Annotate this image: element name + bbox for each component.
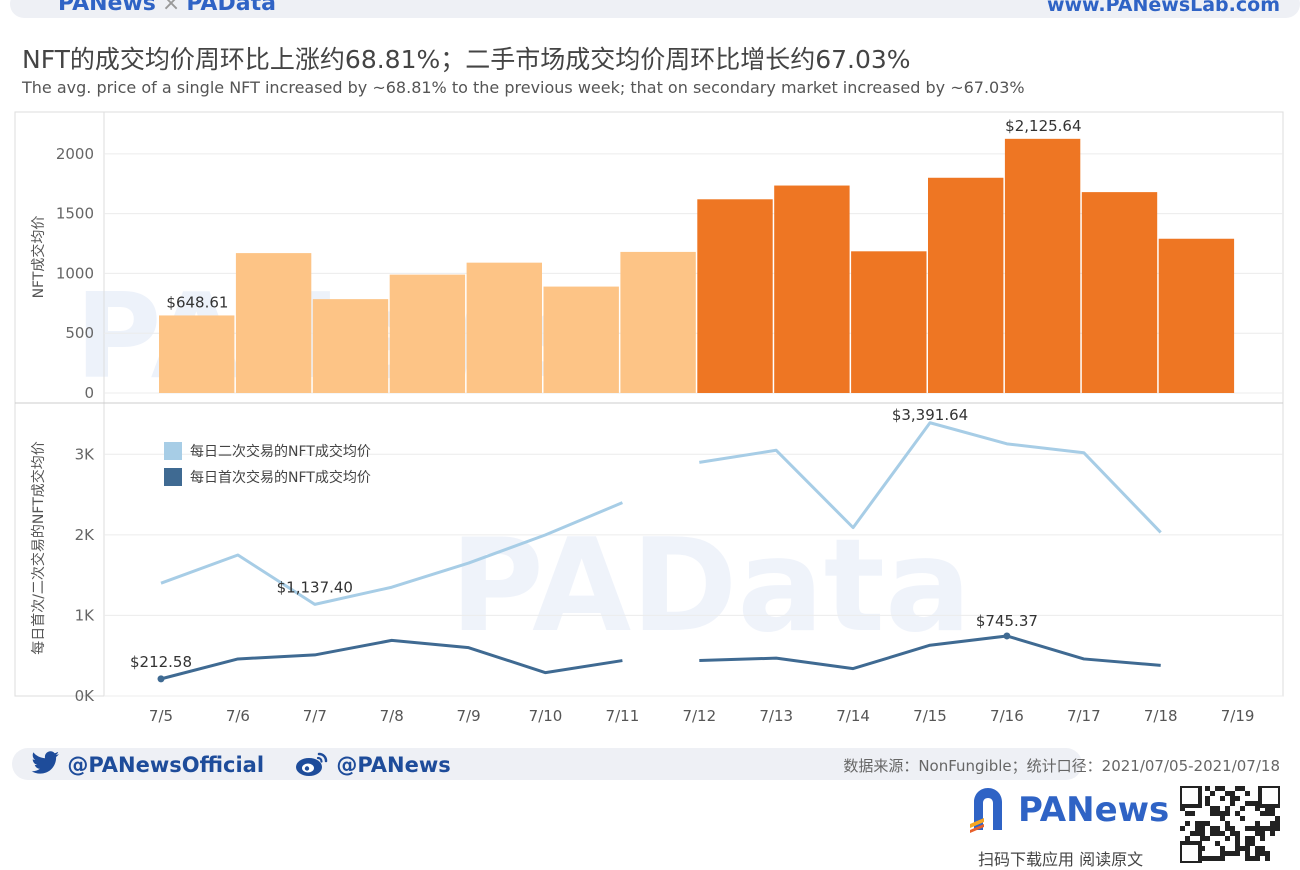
bar-7-12 [697, 199, 773, 393]
qr-code[interactable] [1178, 784, 1282, 865]
bar-7-11 [620, 251, 696, 393]
bar-panel: 0 500 1000 1500 2000 $648.61 $2,125.64 [56, 117, 1283, 402]
bar-7-17 [1081, 192, 1158, 393]
watermark-padata: PAData [450, 512, 971, 661]
x-tick-label: 7/19 [1221, 707, 1255, 725]
line-point-marker [157, 675, 165, 683]
x-tick-label: 7/9 [457, 707, 481, 725]
line-data-label: $745.37 [976, 612, 1038, 630]
top-brand: PANews × PAData [58, 0, 276, 16]
x-tick-label: 7/14 [836, 707, 870, 725]
line-ytick-label: 1K [75, 606, 96, 624]
brand-separator: × [161, 0, 181, 16]
weibo-icon [296, 752, 328, 776]
legend-swatch [164, 442, 182, 460]
line-series-secondary [699, 421, 1162, 534]
logo-subtitle: 扫码下载应用 阅读原文 [978, 850, 1144, 869]
bar-7-15 [928, 177, 1004, 393]
twitter-handle[interactable]: @PANewsOfficial [30, 751, 264, 777]
x-tick-label: 7/12 [682, 707, 716, 725]
x-tick-label: 7/8 [380, 707, 404, 725]
x-tick-label: 7/16 [990, 707, 1024, 725]
bar-ytick-label: 1500 [56, 205, 94, 223]
qr-code-icon [1178, 784, 1282, 865]
bar-ytick-label: 2000 [56, 145, 94, 163]
bar-7-16 [1004, 138, 1081, 393]
legend-label: 每日二次交易的NFT成交均价 [190, 443, 371, 460]
bar-ytick-label: 0 [84, 384, 94, 402]
bar-7-5 [159, 315, 235, 393]
line-data-label: $212.58 [130, 653, 192, 671]
line-ytick-label: 2K [75, 526, 96, 544]
top-banner: PANews × PAData www.PANewsLab.com [0, 0, 1300, 20]
line-series-secondary [160, 501, 623, 606]
bar-ytick-label: 500 [65, 324, 94, 342]
x-tick-label: 7/5 [149, 707, 173, 725]
footer-bar [12, 748, 1082, 780]
brand-url[interactable]: www.PANewsLab.com [1046, 0, 1280, 16]
x-tick-label: 7/11 [606, 707, 640, 725]
bar-7-7 [312, 299, 389, 393]
bar-7-13 [774, 185, 850, 393]
x-tick-label: 7/6 [226, 707, 250, 725]
x-tick-label: 7/10 [529, 707, 563, 725]
line-ytick-label: 0K [75, 687, 96, 705]
combined-chart: PANews PAData 0500100015002000$648.61$2,… [14, 111, 1284, 725]
legend-swatch [164, 468, 182, 486]
x-tick-label: 7/13 [759, 707, 793, 725]
x-tick-label: 7/15 [913, 707, 947, 725]
bar-data-label: $648.61 [166, 293, 228, 311]
line-data-label: $3,391.64 [892, 406, 968, 424]
x-axis: 7/5 7/6 7/7 7/8 7/9 7/10 7/11 7/12 7/13 7/14 7/15 7… [149, 707, 1255, 725]
line-series-primary [699, 634, 1161, 671]
panews-logo-text: PANews [1018, 790, 1170, 830]
line-data-label: $1,137.40 [277, 578, 353, 596]
bar-7-8 [389, 274, 466, 393]
bar-data-label: $2,125.64 [1005, 117, 1081, 135]
twitter-handle-text: @PANewsOfficial [67, 753, 265, 777]
legend-label: 每日首次交易的NFT成交均价 [190, 469, 371, 486]
chart-subtitle: The avg. price of a single NFT increased… [22, 78, 1025, 97]
bar-7-14 [851, 251, 927, 393]
x-tick-label: 7/7 [303, 707, 327, 725]
bar-7-10 [543, 286, 619, 393]
bar-ylabel: NFT成交均价 [30, 216, 47, 299]
top-banner-background [10, 0, 1300, 18]
data-source: 数据来源：NonFungible；统计口径：2021/07/05-2021/07… [843, 757, 1280, 775]
panews-logo-icon [970, 788, 1002, 833]
bar-7-9 [466, 262, 542, 393]
panews-logo[interactable]: PANews [968, 784, 1178, 834]
line-ylabel: 每日首次/二次交易的NFT成交均价 [30, 441, 47, 655]
brand-padata: PAData [186, 0, 276, 16]
line-ytick-label: 3K [75, 445, 96, 463]
weibo-handle-text: @PANews [336, 753, 451, 777]
bar-7-18 [1158, 238, 1235, 393]
line-point-marker [1003, 632, 1011, 640]
x-tick-label: 7/17 [1067, 707, 1101, 725]
brand-panews: PANews [58, 0, 156, 16]
chart-title: NFT的成交均价周环比上涨约68.81%；二手市场成交均价周环比增长约67.03… [22, 45, 911, 74]
line-series-primary [160, 638, 623, 681]
bar-ytick-label: 1000 [56, 264, 94, 282]
bar-7-6 [235, 253, 312, 393]
weibo-handle[interactable]: @PANews [295, 751, 451, 777]
twitter-icon [31, 751, 59, 774]
x-tick-label: 7/18 [1144, 707, 1178, 725]
